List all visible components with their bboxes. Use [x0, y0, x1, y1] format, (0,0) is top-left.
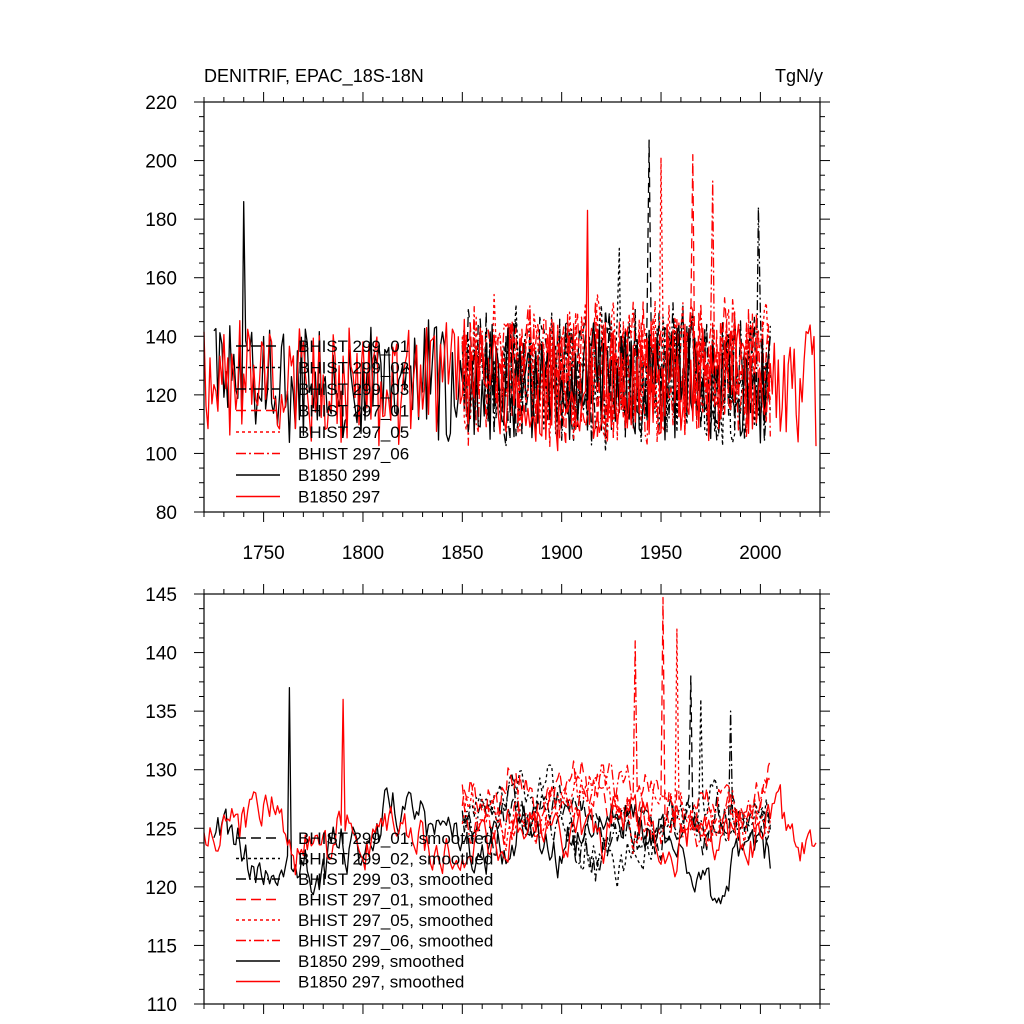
legend-label: BHIST 297_06, smoothed — [298, 932, 493, 951]
units-label: TgN/y — [775, 66, 823, 86]
legend-label: BHIST 297_05 — [298, 423, 409, 442]
y-tick-label: 160 — [145, 269, 177, 290]
y-tick-label: 130 — [145, 761, 177, 782]
legend-label: BHIST 297_05, smoothed — [298, 911, 493, 930]
bottom-plot-frame — [203, 593, 821, 1005]
x-tick-label: 2000 — [739, 543, 781, 564]
y-tick-label: 135 — [145, 702, 177, 723]
y-tick-label: 180 — [145, 210, 177, 231]
legend-label: BHIST 297_01 — [298, 402, 409, 421]
x-tick-label: 1950 — [640, 543, 682, 564]
top-axis-ticks: 80 100 120 140 160 180 200 220 1750 1800 1850 1900 1… — [145, 92, 830, 564]
x-tick-label: 1800 — [342, 543, 384, 564]
y-tick-label: 140 — [145, 327, 177, 348]
bottom-legend: BHIST 299_01, smoothed BHIST 299_02, smoo… — [236, 829, 493, 992]
legend-label: B1850 297, smoothed — [298, 973, 464, 992]
series-line-bhist-297-06-smoothed — [461, 640, 771, 848]
top-plot-frame — [203, 101, 821, 513]
y-tick-label: 100 — [145, 444, 177, 465]
series-line-bhist-297-05-smoothed — [461, 628, 771, 854]
legend-label: BHIST 297_06 — [298, 445, 409, 464]
legend-label: B1850 297 — [298, 488, 380, 507]
y-tick-label: 140 — [145, 644, 177, 665]
legend-label: BHIST 299_02, smoothed — [298, 850, 493, 869]
chart-title: DENITRIF, EPAC_18S-18N — [204, 66, 424, 87]
series-line-bhist-297-01-smoothed — [461, 596, 771, 841]
y-tick-label: 220 — [145, 93, 177, 114]
top-panel: DENITRIF, EPAC_18S-18N TgN/y 80 100 120 140… — [145, 66, 830, 564]
y-tick-label: 120 — [145, 386, 177, 407]
top-series-lines — [203, 139, 817, 452]
y-tick-label: 145 — [145, 585, 177, 606]
y-tick-label: 115 — [147, 936, 177, 957]
legend-label: BHIST 299_01, smoothed — [298, 829, 493, 848]
series-line-b1850-299 — [213, 200, 771, 444]
bottom-series-lines — [203, 596, 817, 905]
x-tick-label: 1750 — [242, 543, 284, 564]
series-line-bhist-299-03-smoothed — [462, 710, 771, 882]
top-legend: BHIST 299_01 BHIST 299_02 BHIST 299_03 BHIS… — [236, 337, 409, 507]
x-tick-label: 1900 — [541, 543, 583, 564]
legend-label: BHIST 299_03, smoothed — [298, 870, 493, 889]
y-tick-label: 200 — [145, 152, 177, 173]
series-line-b1850-299-smoothed — [213, 687, 771, 905]
legend-label: B1850 299 — [298, 466, 380, 485]
bottom-panel: 110 115 120 125 130 135 140 145 BHIST 299_01, s… — [145, 584, 830, 1016]
y-tick-label: 80 — [156, 503, 177, 524]
y-tick-label: 110 — [147, 995, 177, 1016]
series-line-bhist-297-01 — [461, 154, 771, 446]
legend-label: BHIST 299_01 — [298, 337, 409, 356]
y-tick-label: 125 — [145, 819, 177, 840]
series-line-bhist-299-01-smoothed — [461, 675, 771, 861]
series-line-bhist-299-02 — [461, 247, 771, 452]
legend-label: BHIST 297_01, smoothed — [298, 891, 493, 910]
x-tick-label: 1850 — [441, 543, 483, 564]
series-line-b1850-297-smoothed — [203, 698, 817, 878]
bottom-axis-ticks: 110 115 120 125 130 135 140 145 — [145, 584, 830, 1016]
series-line-b1850-297 — [203, 209, 817, 452]
legend-label: BHIST 299_03 — [298, 380, 409, 399]
legend-label: B1850 299, smoothed — [298, 952, 464, 971]
y-tick-label: 120 — [145, 878, 177, 899]
legend-label: BHIST 299_02 — [298, 359, 409, 378]
series-line-bhist-299-02-smoothed — [461, 698, 771, 889]
